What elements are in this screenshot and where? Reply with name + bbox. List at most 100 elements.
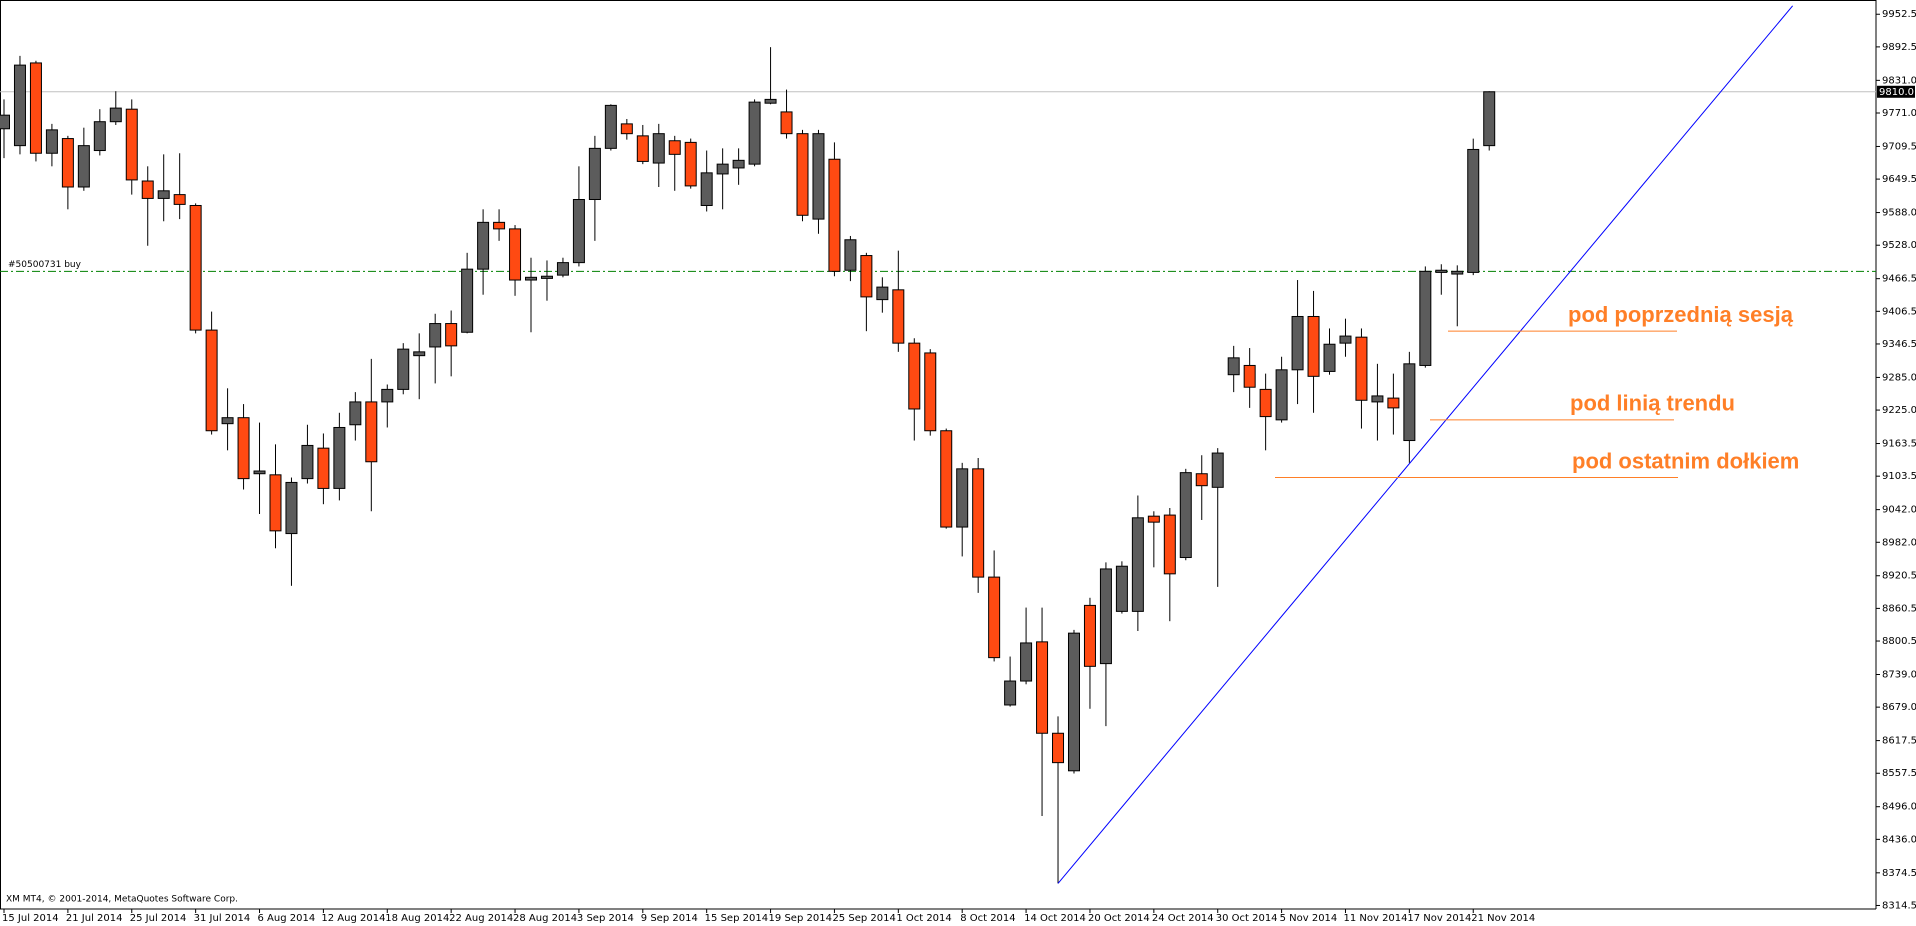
y-tick-label: 8557.5 bbox=[1882, 768, 1916, 779]
candle-body bbox=[381, 388, 394, 403]
trend-line bbox=[1057, 5, 1794, 884]
x-tick-label: 22 Aug 2014 bbox=[449, 913, 513, 924]
x-tick-label: 14 Oct 2014 bbox=[1024, 913, 1086, 924]
candle-body bbox=[1387, 397, 1400, 409]
x-tick-label: 24 Oct 2014 bbox=[1152, 913, 1214, 924]
candle-body bbox=[1004, 680, 1017, 706]
y-tick-label: 9103.5 bbox=[1882, 471, 1916, 482]
candle-body bbox=[333, 426, 346, 489]
y-tick-label: 9225.0 bbox=[1882, 405, 1916, 416]
candle-body bbox=[588, 147, 601, 201]
candle-body bbox=[365, 401, 378, 463]
footer: XM MT4, © 2001-2014, MetaQuotes Software… bbox=[6, 895, 238, 905]
candle-body bbox=[301, 444, 314, 480]
candle-body bbox=[1483, 91, 1496, 147]
y-tick-label: 8314.5 bbox=[1882, 900, 1916, 911]
candle-body bbox=[525, 276, 538, 281]
y-tick-label: 9163.5 bbox=[1882, 439, 1916, 450]
candle-body bbox=[780, 111, 793, 135]
annotation-text: pod poprzednią sesją bbox=[1568, 302, 1794, 327]
candle-body bbox=[349, 401, 362, 426]
candle-body bbox=[493, 221, 506, 230]
candle-body bbox=[13, 64, 26, 147]
candle-body bbox=[812, 133, 825, 220]
x-tick-label: 25 Sep 2014 bbox=[832, 913, 895, 924]
candle-body bbox=[956, 468, 969, 528]
candle-body bbox=[1052, 732, 1065, 764]
candle-body bbox=[1371, 395, 1384, 403]
candle-body bbox=[700, 172, 713, 206]
x-tick-label: 21 Jul 2014 bbox=[66, 913, 123, 924]
x-tick-label: 19 Sep 2014 bbox=[769, 913, 832, 924]
y-tick-label: 9771.0 bbox=[1882, 108, 1916, 119]
candle-body bbox=[1307, 315, 1320, 377]
x-tick-label: 31 Jul 2014 bbox=[194, 913, 251, 924]
annotation-text: pod ostatnim dołkiem bbox=[1572, 448, 1799, 473]
candle-body bbox=[141, 180, 154, 199]
y-tick-label: 9466.5 bbox=[1882, 274, 1916, 285]
candle-body bbox=[764, 98, 777, 104]
candle-body bbox=[924, 352, 937, 432]
candle-body bbox=[1083, 604, 1096, 667]
x-tick-label: 3 Sep 2014 bbox=[577, 913, 634, 924]
y-tick-label: 9649.5 bbox=[1882, 174, 1916, 185]
candle-body bbox=[269, 474, 282, 532]
candle-body bbox=[1243, 364, 1256, 388]
candle-body bbox=[748, 101, 761, 165]
annotation-text: pod linią trendu bbox=[1570, 391, 1735, 416]
candle-body bbox=[61, 138, 74, 188]
x-tick-label: 8 Oct 2014 bbox=[960, 913, 1015, 924]
y-tick-label: 8920.5 bbox=[1882, 571, 1916, 582]
current-price-box bbox=[1877, 85, 1915, 98]
candle-body bbox=[652, 133, 665, 164]
candle-body bbox=[1259, 388, 1272, 418]
candle-body bbox=[477, 221, 490, 270]
current-price-label: 9810.0 bbox=[1879, 87, 1914, 98]
candle-body bbox=[237, 417, 250, 480]
candle-body bbox=[1275, 369, 1288, 421]
candle-body bbox=[1020, 642, 1033, 682]
y-tick-label: 8982.0 bbox=[1882, 537, 1916, 548]
candle-body bbox=[317, 447, 330, 489]
candle-body bbox=[1451, 270, 1464, 275]
y-tick-label: 8800.5 bbox=[1882, 636, 1916, 647]
candle-body bbox=[253, 470, 266, 475]
y-tick-label: 9285.0 bbox=[1882, 372, 1916, 383]
candle-body bbox=[1467, 148, 1480, 273]
y-tick-label: 9528.0 bbox=[1882, 240, 1916, 251]
candle-body bbox=[445, 323, 458, 347]
y-tick-label: 9892.5 bbox=[1882, 42, 1916, 53]
y-tick-label: 9831.0 bbox=[1882, 75, 1916, 86]
y-tick-label: 9406.5 bbox=[1882, 306, 1916, 317]
candle-body bbox=[221, 417, 234, 425]
candle-body bbox=[540, 275, 553, 279]
candle-body bbox=[45, 129, 58, 154]
candle-body bbox=[461, 268, 474, 333]
y-tick-label: 9588.0 bbox=[1882, 208, 1916, 219]
x-tick-label: 1 Oct 2014 bbox=[896, 913, 951, 924]
candle-body bbox=[892, 289, 905, 344]
y-tick-label: 8496.0 bbox=[1882, 802, 1916, 813]
candle-body bbox=[1115, 565, 1128, 612]
candle-body bbox=[413, 351, 426, 357]
candle-body bbox=[157, 190, 170, 199]
candle-body bbox=[77, 145, 90, 188]
candle-body bbox=[988, 576, 1001, 659]
x-tick-label: 15 Sep 2014 bbox=[705, 913, 768, 924]
candle-body bbox=[205, 329, 218, 432]
x-tick-label: 12 Aug 2014 bbox=[321, 913, 385, 924]
candle-body bbox=[684, 141, 697, 187]
candle-body bbox=[716, 163, 729, 175]
y-tick-label: 9709.5 bbox=[1882, 141, 1916, 152]
candle-body bbox=[1355, 336, 1368, 401]
candle-body bbox=[1067, 632, 1080, 772]
y-tick-label: 9042.0 bbox=[1882, 505, 1916, 516]
y-tick-label: 8679.0 bbox=[1882, 702, 1916, 713]
candle-body bbox=[0, 114, 10, 130]
candle-body bbox=[125, 108, 138, 181]
order-label: #50500731 buy bbox=[8, 260, 82, 270]
candle-body bbox=[620, 123, 633, 135]
candle-body bbox=[844, 239, 857, 271]
